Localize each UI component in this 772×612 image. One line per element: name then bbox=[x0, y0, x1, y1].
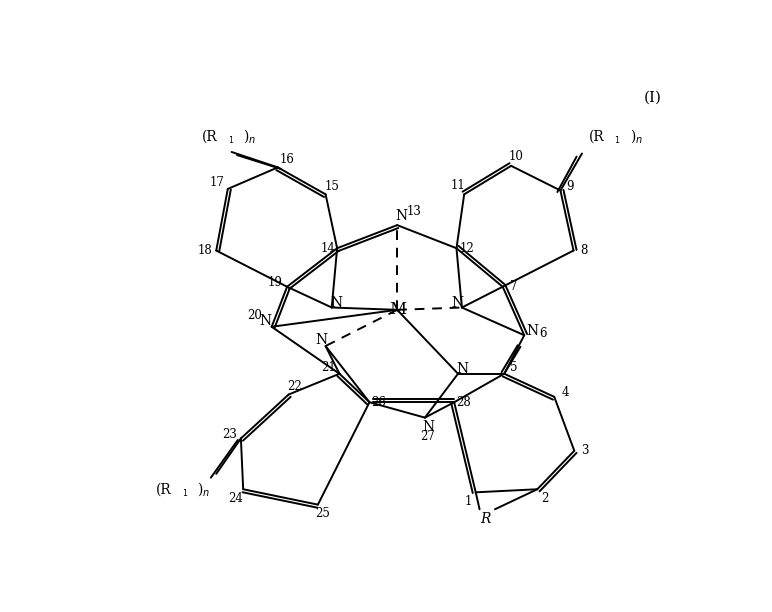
Text: $_1$: $_1$ bbox=[615, 135, 621, 147]
Text: N: N bbox=[396, 209, 408, 223]
Text: 9: 9 bbox=[566, 180, 574, 193]
Text: 8: 8 bbox=[581, 244, 588, 257]
Text: 13: 13 bbox=[407, 205, 422, 218]
Text: M: M bbox=[388, 301, 406, 318]
Text: 17: 17 bbox=[209, 176, 225, 189]
Text: (R: (R bbox=[156, 482, 171, 496]
Text: 25: 25 bbox=[315, 507, 330, 520]
Text: R: R bbox=[479, 512, 490, 526]
Text: N: N bbox=[330, 296, 343, 310]
Text: 18: 18 bbox=[198, 244, 213, 257]
Text: 5: 5 bbox=[510, 361, 517, 374]
Text: 3: 3 bbox=[581, 444, 589, 457]
Text: 6: 6 bbox=[539, 327, 547, 340]
Text: 4: 4 bbox=[561, 387, 569, 400]
Text: )$_n$: )$_n$ bbox=[197, 480, 210, 498]
Text: 28: 28 bbox=[456, 396, 471, 409]
Text: $_1$: $_1$ bbox=[228, 135, 234, 147]
Text: N: N bbox=[315, 333, 327, 347]
Text: 1: 1 bbox=[464, 495, 472, 508]
Text: (R: (R bbox=[589, 130, 605, 144]
Text: 12: 12 bbox=[460, 242, 475, 255]
Text: )$_n$: )$_n$ bbox=[630, 128, 643, 146]
Text: 24: 24 bbox=[228, 492, 243, 505]
Text: 20: 20 bbox=[247, 308, 262, 322]
Text: N: N bbox=[259, 313, 272, 327]
Text: 7: 7 bbox=[510, 280, 517, 293]
Text: 22: 22 bbox=[287, 380, 302, 394]
Text: $_1$: $_1$ bbox=[181, 488, 188, 500]
Text: N: N bbox=[422, 420, 434, 434]
Text: 11: 11 bbox=[451, 179, 466, 192]
Text: 15: 15 bbox=[324, 180, 339, 193]
Text: 27: 27 bbox=[421, 430, 435, 442]
Text: 16: 16 bbox=[279, 153, 294, 166]
Text: 2: 2 bbox=[541, 492, 549, 505]
Text: 21: 21 bbox=[321, 361, 336, 374]
Text: )$_n$: )$_n$ bbox=[243, 128, 256, 146]
Text: 23: 23 bbox=[222, 428, 238, 441]
Text: 19: 19 bbox=[267, 277, 283, 289]
Text: 26: 26 bbox=[371, 396, 386, 409]
Text: (I): (I) bbox=[644, 91, 662, 105]
Text: N: N bbox=[451, 296, 463, 310]
Text: 10: 10 bbox=[508, 150, 523, 163]
Text: (R: (R bbox=[202, 130, 218, 144]
Text: N: N bbox=[456, 362, 469, 376]
Text: N: N bbox=[526, 324, 538, 338]
Text: 14: 14 bbox=[320, 242, 335, 255]
